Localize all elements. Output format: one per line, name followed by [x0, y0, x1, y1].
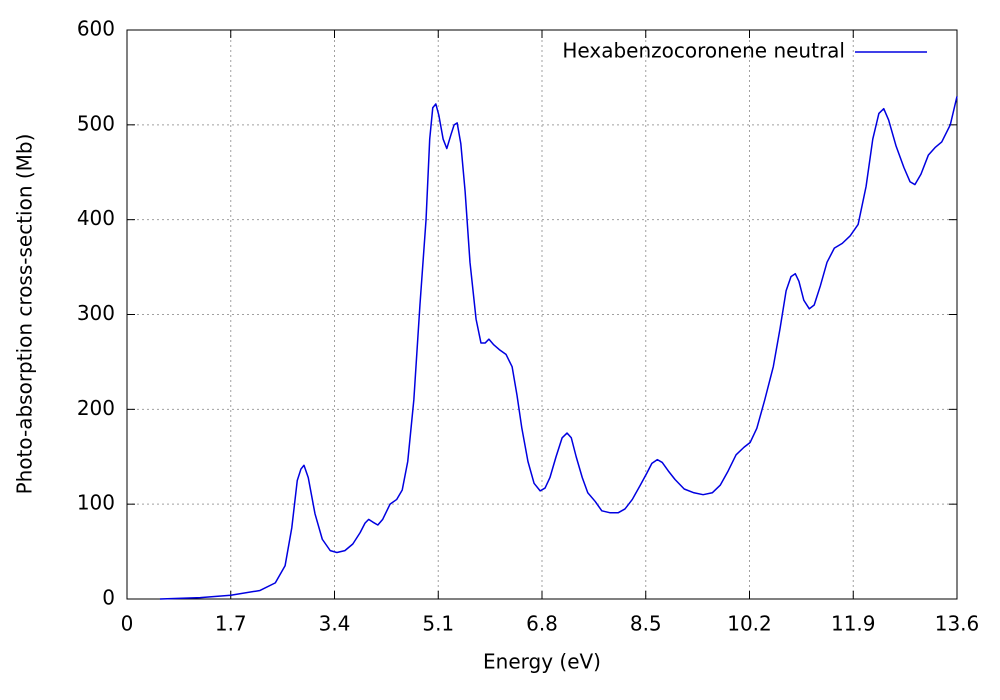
data-line [159, 96, 958, 600]
x-tick-label: 1.7 [215, 612, 247, 636]
x-tick-label: 6.8 [526, 612, 558, 636]
y-axis-label: Photo-absorption cross-section (Mb) [13, 134, 37, 495]
y-tick-label: 100 [77, 491, 115, 515]
x-tick-label: 8.5 [630, 612, 662, 636]
x-axis-label: Energy (eV) [483, 650, 601, 674]
x-tick-label: 3.4 [319, 612, 351, 636]
x-tick-label: 10.2 [727, 612, 772, 636]
x-tick-label: 13.6 [935, 612, 980, 636]
y-tick-label: 600 [77, 17, 115, 41]
y-tick-label: 500 [77, 111, 115, 135]
x-tick-label: 5.1 [422, 612, 454, 636]
legend-label: Hexabenzocoronene neutral [562, 39, 845, 63]
x-tick-label: 11.9 [831, 612, 876, 636]
x-tick-label: 0 [121, 612, 134, 636]
plot-frame [126, 29, 958, 600]
y-tick-label: 300 [77, 301, 115, 325]
y-tick-label: 0 [102, 586, 115, 610]
y-tick-label: 200 [77, 396, 115, 420]
y-tick-label: 400 [77, 206, 115, 230]
